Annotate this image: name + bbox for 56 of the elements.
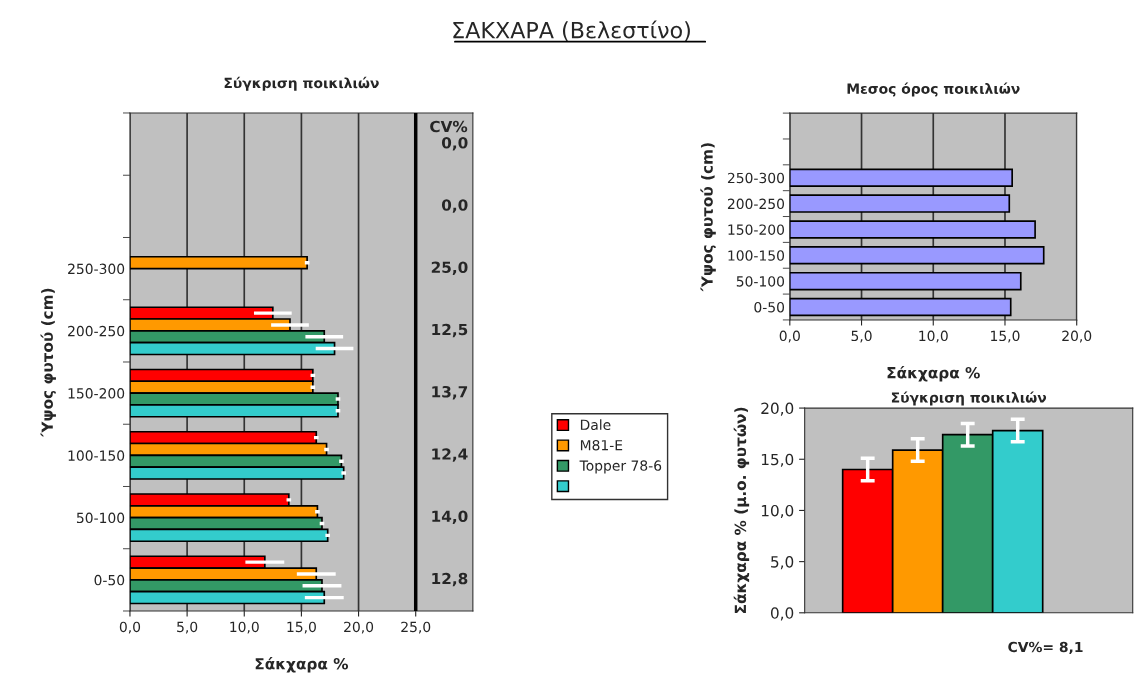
text: CV%= 8,1 (1008, 641, 1083, 654)
annotation: 12,4 (432, 448, 468, 462)
legend-label: Dale (580, 419, 611, 431)
bar (789, 220, 1036, 239)
annotation: 25,0 (431, 261, 468, 275)
y-axis-title: Ύψος φυτού (cm) (40, 288, 56, 437)
x-tick-label: 10,0 (919, 330, 948, 343)
y-tick-label: 10,0 (761, 504, 794, 519)
x-axis-title: Σάκχαρα % (887, 366, 980, 382)
x-tick-label: 10,0 (230, 621, 259, 634)
annotation: CV% (430, 120, 468, 133)
y-tick-label: 200-250 (68, 325, 125, 337)
y-tick-label: 250-300 (727, 172, 785, 184)
y-tick-label: 15,0 (761, 453, 794, 467)
annotation: 13,7 (432, 385, 468, 400)
y-tick-label: 100-150 (68, 450, 125, 461)
annotation: 0,0 (441, 136, 468, 151)
y-tick-label: 250-300 (68, 263, 125, 275)
y-tick-label: 200-250 (727, 198, 785, 210)
y-tick-label: 150-200 (68, 388, 125, 399)
y-tick-label: 0,0 (770, 607, 794, 621)
x-tick-label: 20,0 (344, 621, 374, 634)
y-axis-title: Σάκχαρα % (μ.ο. φυτών) (733, 407, 750, 613)
y-tick-label: 20,0 (761, 402, 794, 416)
bar (789, 297, 1012, 317)
y-tick-label: 5,0 (771, 556, 794, 570)
annotation: 12,5 (432, 323, 468, 338)
x-tick-label: 15,0 (287, 621, 316, 634)
legend-label: Topper 78-6 (579, 460, 662, 474)
y-tick-label: 50-100 (736, 276, 785, 287)
x-tick-label: 20,0 (1062, 330, 1092, 343)
y-tick-label: 0-50 (754, 301, 785, 313)
text: ΣΑΚΧΑΡΑ (Βελεστίνο) (453, 20, 690, 42)
y-tick-label: 50-100 (76, 512, 125, 524)
bar (789, 168, 1013, 187)
x-tick-label: 0,0 (119, 621, 141, 634)
y-axis-title: Ύψος φυτού (cm) (700, 143, 716, 292)
y-tick-label: 0-50 (94, 574, 125, 586)
x-tick-label: 25,0 (401, 621, 431, 634)
legend-label: M81-E (580, 439, 623, 451)
bar (129, 255, 308, 270)
annotation: 0,0 (441, 199, 468, 213)
x-tick-label: 5,0 (177, 621, 198, 634)
bar (789, 194, 1011, 213)
chart-title: Σύγκριση ποικιλιών (891, 391, 1047, 406)
x-tick-label: 15,0 (991, 330, 1020, 343)
chart-title: Μεσος όρος ποικιλιών (847, 82, 1020, 97)
annotation: 12,8 (432, 572, 468, 587)
x-axis-title: Σάκχαρα % (255, 657, 349, 673)
y-tick-label: 100-150 (728, 250, 785, 261)
chart-subtitle: Σύγκριση ποικιλιών (224, 76, 379, 91)
x-tick-label: 5,0 (851, 330, 872, 343)
bar (789, 271, 1022, 291)
bar (789, 246, 1045, 265)
y-tick-label: 150-200 (728, 224, 785, 235)
annotation: 14,0 (432, 510, 468, 525)
